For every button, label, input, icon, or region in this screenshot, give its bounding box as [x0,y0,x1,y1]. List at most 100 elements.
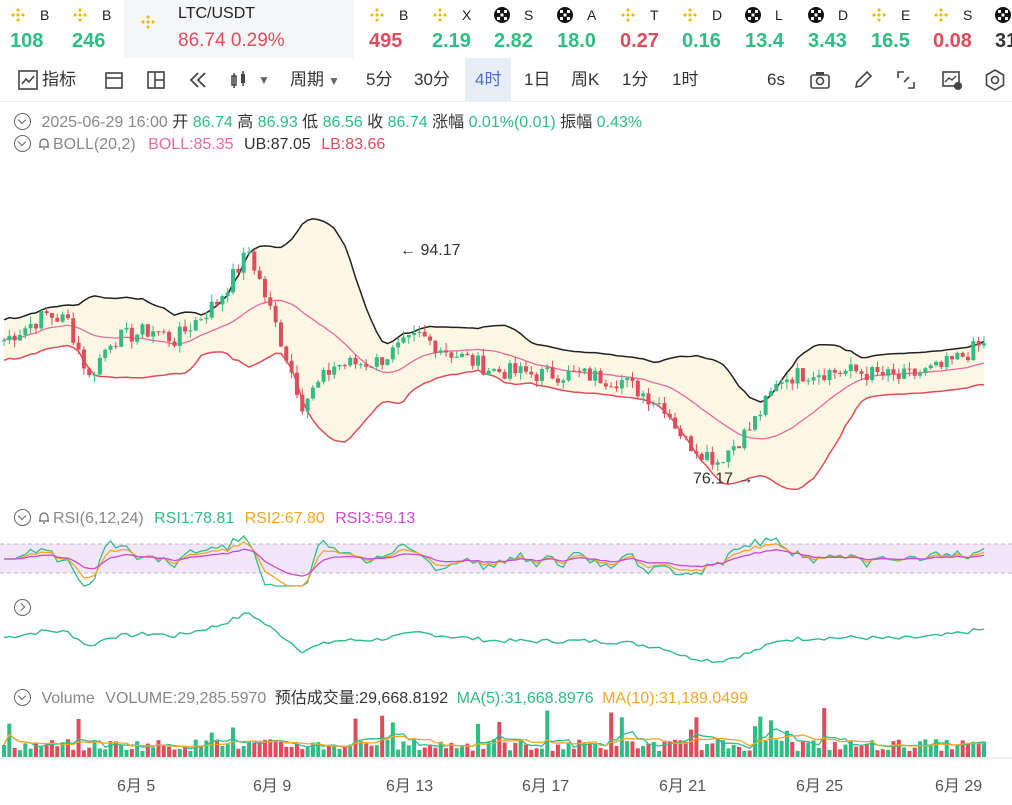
volume-bar [465,743,470,757]
candle-body [502,371,507,379]
bell-icon[interactable] [37,511,51,525]
volume-bar [156,740,161,757]
candle-body [779,382,784,385]
interval-4h[interactable]: 4时 [465,58,512,102]
ticker-8[interactable]: D 0.16 [682,0,744,58]
candle-body [726,450,731,463]
ticker-price: 495 [369,30,403,52]
indicator-button[interactable]: 指标 [42,70,76,89]
ticker-1[interactable]: B 246 [72,0,134,58]
candle-body [454,356,459,358]
boll-legend: BOLL(20,2) BOLL:85.35 UB:87.05 LB:83.66 [14,135,385,154]
chevron-down-icon[interactable]: ▼ [258,73,270,87]
candle-body [790,379,795,384]
volume-bar [497,721,502,757]
volume-bar [188,750,193,757]
bell-icon[interactable] [37,137,51,151]
ticker-10[interactable]: D 3.43 [808,0,870,58]
candle-body [912,368,917,376]
interval-1d[interactable]: 1日 [524,70,551,89]
candle-body [257,270,262,279]
candle-body [673,417,678,429]
ticker-12[interactable]: S 0.08 [933,0,995,58]
candle-body [507,363,512,379]
candle-body [577,370,582,372]
candle-body [433,340,438,353]
ticker-3[interactable]: B 495 [369,0,431,58]
volume-bar [268,739,273,757]
collapse-icon[interactable] [14,689,31,706]
ticker-name: E [901,7,911,23]
volume-bar [827,749,832,757]
collapse-icon[interactable] [14,135,31,152]
interval-1w[interactable]: 周K [571,70,600,89]
ticker-4[interactable]: X 2.19 [432,0,494,58]
candle-body [561,380,566,383]
ticker-0[interactable]: B 108 [10,0,72,58]
ticker-5[interactable]: S 2.82 [494,0,556,58]
volume-bar [145,743,150,757]
boll-mid-line [3,299,985,440]
candle-body [55,317,60,322]
candle-body [470,355,475,366]
interval-1h[interactable]: 1时 [672,70,699,89]
gear-icon[interactable] [983,68,1007,92]
expand-icon[interactable] [14,599,31,616]
fullscreen-icon[interactable] [894,68,918,92]
pencil-icon[interactable] [851,68,875,92]
volume-legend: Volume VOLUME:29,285.5970 预估成交量:29,668.8… [14,684,748,708]
collapse-icon[interactable] [14,509,31,526]
interval-1m[interactable]: 1分 [622,70,649,89]
volume-bar [108,740,113,757]
calendar-icon[interactable] [102,68,126,92]
volume-bar [848,740,853,757]
ticker-7[interactable]: T 0.27 [620,0,682,58]
volume-bar [236,748,241,757]
ticker-9[interactable]: L 13.4 [745,0,807,58]
volume-bar [726,748,731,757]
candle-body [422,331,427,337]
candle-body [705,452,710,460]
volume-bar [806,742,811,757]
candle-body [183,326,188,332]
volume-bar [305,747,310,757]
volume-bar [369,745,374,757]
volume-bar [939,750,944,757]
ticker-11[interactable]: E 16.5 [871,0,933,58]
candle-body [934,361,939,366]
candle-body [2,340,6,342]
refresh-interval[interactable]: 6s [767,70,785,89]
volume-bar [667,741,672,757]
ohlc-info: 2025-06-29 16:00 开 86.74 高 86.93 低 86.56… [14,108,642,132]
candle-type-icon[interactable] [228,68,252,92]
interval-5m[interactable]: 5分 [366,70,393,89]
ticker-2[interactable]: LTC/USDT 86.74 0.29% [124,0,354,58]
layout-icon[interactable] [144,68,168,92]
candle-body [646,393,651,405]
ticker-6[interactable]: A 18.0 [557,0,619,58]
candle-body [7,335,12,341]
replay-icon[interactable] [186,68,210,92]
indicator-icon[interactable] [16,68,40,92]
camera-icon[interactable] [808,68,832,92]
candle-body [17,335,22,341]
candle-body [23,328,28,336]
volume-bar [864,744,869,757]
candle-body [689,436,694,452]
volume-bar [950,749,955,757]
period-button[interactable]: 周期 ▼ [290,70,340,89]
ticker-13[interactable]: 31 [995,0,1012,58]
volume-bar [513,742,518,757]
candle-body [529,371,534,375]
volume-bar [870,740,875,757]
collapse-icon[interactable] [14,113,31,130]
volume-bar [731,744,736,757]
candle-body [587,368,592,381]
interval-30m[interactable]: 30分 [414,70,450,89]
volume-bar [380,715,385,757]
chart-settings-icon[interactable] [940,68,964,92]
okx-icon [808,7,824,23]
candle-body [806,380,811,382]
volume-bar [87,747,92,757]
